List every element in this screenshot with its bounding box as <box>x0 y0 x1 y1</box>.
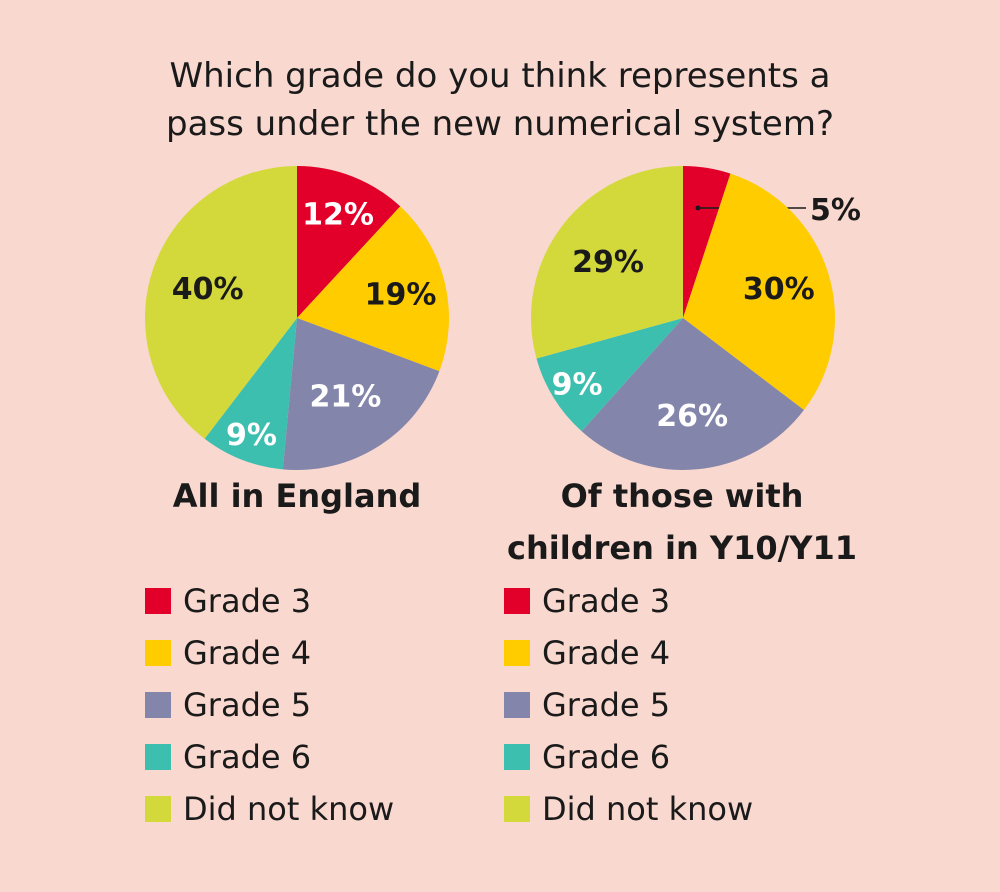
slice-label-grade-4: 19% <box>365 277 437 312</box>
legend-swatch <box>145 640 171 666</box>
pie-chart-parents-y10-y11: 5% 30% 26% 9% 29% <box>530 166 861 470</box>
chart-title-line-2: pass under the new numerical system? <box>165 104 835 144</box>
legend-label: Grade 3 <box>542 582 671 620</box>
pie-title-parents: Of those with children in Y10/Y11 <box>482 470 882 574</box>
legend-all-in-england: Grade 3 Grade 4 Grade 5 Grade 6 Did not … <box>145 575 394 835</box>
slice-label-grade-6: 9% <box>552 368 603 403</box>
pie-slice-did-not-know <box>530 166 683 359</box>
legend-item-grade-4: Grade 4 <box>145 627 394 679</box>
pie-slice-grade-6 <box>536 318 683 432</box>
legend-item-grade-3: Grade 3 <box>145 575 394 627</box>
legend-swatch <box>504 744 530 770</box>
legend-item-did-not-know: Did not know <box>145 783 394 835</box>
legend-item-grade-5: Grade 5 <box>145 679 394 731</box>
pie-slice-grade-4 <box>683 173 836 411</box>
pie-slice-did-not-know <box>144 166 297 439</box>
slice-label-grade-3: 12% <box>302 197 374 232</box>
chart-title-line-1: Which grade do you think represents a <box>169 56 831 96</box>
pie-title-line-2: children in Y10/Y11 <box>507 529 857 567</box>
legend-parents: Grade 3 Grade 4 Grade 5 Grade 6 Did not … <box>504 575 753 835</box>
pie-slice-grade-6 <box>204 318 297 470</box>
legend-label: Grade 5 <box>183 686 312 724</box>
legend-swatch <box>145 796 171 822</box>
legend-swatch <box>504 796 530 822</box>
slice-label-grade-3: 5% <box>810 193 861 228</box>
legend-label: Did not know <box>183 790 395 828</box>
legend-label: Grade 4 <box>542 634 671 672</box>
slice-label-grade-5: 26% <box>656 399 728 434</box>
pie-slice-grade-4 <box>297 206 449 372</box>
legend-item-grade-3: Grade 3 <box>504 575 753 627</box>
legend-label: Grade 6 <box>183 738 312 776</box>
pie-slice-grade-5 <box>581 318 804 470</box>
pie-slice-grade-5 <box>282 318 440 470</box>
legend-item-did-not-know: Did not know <box>504 783 753 835</box>
legend-label: Grade 3 <box>183 582 312 620</box>
pie-title-all-in-england: All in England <box>97 470 497 522</box>
pie-chart-all-in-england: 12% 19% 21% 9% 40% <box>144 166 449 470</box>
legend-item-grade-6: Grade 6 <box>504 731 753 783</box>
slice-label-grade-4: 30% <box>743 272 815 307</box>
chart-title: Which grade do you think represents a pa… <box>0 52 1000 148</box>
legend-item-grade-4: Grade 4 <box>504 627 753 679</box>
legend-label: Grade 4 <box>183 634 312 672</box>
legend-swatch <box>504 640 530 666</box>
legend-swatch <box>145 692 171 718</box>
legend-swatch <box>145 588 171 614</box>
legend-label: Grade 5 <box>542 686 671 724</box>
pie-title-text: All in England <box>172 477 422 515</box>
slice-label-did-not-know: 40% <box>172 272 244 307</box>
legend-swatch <box>504 588 530 614</box>
pie-title-line-1: Of those with <box>560 477 804 515</box>
legend-label: Grade 6 <box>542 738 671 776</box>
slice-label-grade-5: 21% <box>309 379 381 414</box>
slice-label-did-not-know: 29% <box>572 245 644 280</box>
legend-label: Did not know <box>542 790 754 828</box>
legend-item-grade-5: Grade 5 <box>504 679 753 731</box>
legend-swatch <box>145 744 171 770</box>
pie-slice-grade-3 <box>297 166 401 318</box>
pie-slice-grade-3 <box>683 166 731 318</box>
legend-swatch <box>504 692 530 718</box>
slice-label-grade-6: 9% <box>226 418 277 453</box>
legend-item-grade-6: Grade 6 <box>145 731 394 783</box>
